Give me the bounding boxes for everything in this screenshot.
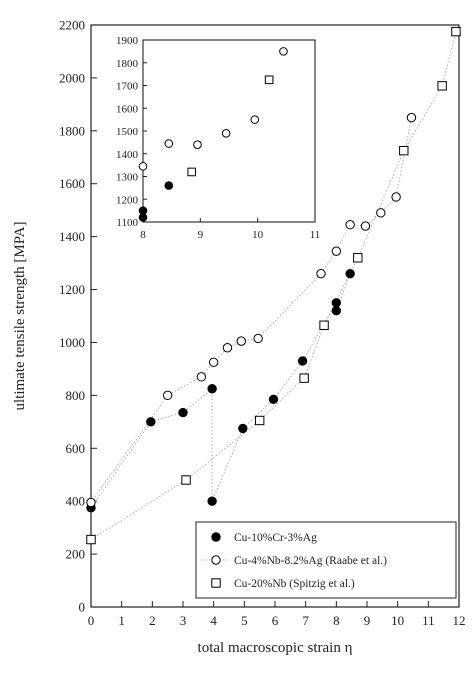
data-point-1 bbox=[253, 333, 263, 344]
data-point-2 bbox=[353, 253, 363, 263]
inset-data-point-2 bbox=[187, 167, 197, 177]
data-point-2 bbox=[319, 320, 329, 330]
legend-label: Cu-20%Nb (Spitzig et al.) bbox=[234, 578, 355, 590]
legend: Cu-10%Cr-3%Ag Cu-4%Nb-8.2%Ag (Raabe et al… bbox=[195, 521, 457, 599]
y-axis-title: ultimate tensile strength [MPA] bbox=[12, 221, 28, 410]
data-point-1 bbox=[345, 220, 355, 230]
y-tick-label: 2200 bbox=[59, 18, 85, 33]
data-point-1 bbox=[316, 268, 326, 279]
x-tick-label: 8 bbox=[333, 613, 340, 628]
data-point-0 bbox=[345, 268, 355, 279]
data-point-1 bbox=[391, 192, 401, 202]
x-axis-title: total macroscopic strain η bbox=[198, 640, 353, 656]
data-point-1 bbox=[376, 208, 386, 218]
data-point-1 bbox=[406, 112, 417, 123]
inset-y-tick-label: 1900 bbox=[116, 35, 139, 47]
data-point-0 bbox=[207, 384, 217, 394]
data-point-1 bbox=[208, 357, 219, 367]
x-tick-label: 11 bbox=[422, 613, 435, 628]
data-point-2 bbox=[181, 475, 191, 485]
y-tick-label: 800 bbox=[66, 388, 86, 403]
inset-data-point-1 bbox=[279, 47, 288, 56]
data-point-0 bbox=[268, 394, 279, 405]
x-tick-label: 12 bbox=[453, 613, 466, 628]
inset-y-tick-label: 1700 bbox=[116, 81, 139, 93]
y-tick-label: 600 bbox=[66, 441, 86, 456]
y-tick-label: 1600 bbox=[59, 176, 85, 191]
inset-y-tick-label: 1100 bbox=[116, 217, 138, 229]
series-line-2 bbox=[90, 31, 457, 540]
inset-data-point-1 bbox=[221, 128, 231, 138]
data-point-1 bbox=[86, 497, 96, 508]
y-tick-label: 200 bbox=[66, 547, 86, 562]
data-point-2 bbox=[86, 534, 96, 545]
inset-y-tick-label: 1300 bbox=[116, 172, 139, 184]
x-tick-label: 7 bbox=[302, 613, 309, 628]
x-tick-label: 2 bbox=[149, 613, 156, 628]
x-tick-label: 1 bbox=[118, 613, 125, 628]
data-point-1 bbox=[236, 336, 246, 346]
data-point-0 bbox=[331, 306, 342, 316]
data-point-2 bbox=[299, 373, 309, 383]
data-point-1 bbox=[196, 372, 207, 382]
data-point-0 bbox=[146, 417, 156, 427]
legend-marker-0 bbox=[211, 532, 221, 542]
x-tick-label: 6 bbox=[272, 613, 279, 628]
data-point-0 bbox=[297, 356, 308, 366]
inset-plot: 8 9 10 11 1100 1200 1300 1400 1500 1600 1700 1800 19… bbox=[116, 35, 320, 241]
x-tick-label: 4 bbox=[210, 613, 217, 628]
legend-label: Cu-4%Nb-8.2%Ag (Raabe et al.) bbox=[234, 555, 387, 567]
inset-y-tick-label: 1400 bbox=[116, 149, 139, 161]
y-tick-label: 1800 bbox=[59, 123, 85, 138]
data-point-2 bbox=[437, 81, 447, 91]
data-point-2 bbox=[451, 26, 461, 37]
data-point-2 bbox=[399, 145, 409, 156]
inset-y-tick-label: 1600 bbox=[116, 103, 139, 115]
inset-data-point-1 bbox=[250, 115, 260, 124]
inset-x-tick-label: 9 bbox=[198, 229, 204, 241]
inset-data-point-0 bbox=[164, 181, 174, 190]
x-tick-label: 0 bbox=[88, 613, 95, 628]
inset-x-tick-label: 10 bbox=[252, 229, 264, 241]
data-point-0 bbox=[238, 423, 248, 434]
main-plot: 0 1 2 3 4 5 6 7 8 9 10 11 12020040060080010001200140… bbox=[59, 18, 466, 629]
data-point-0 bbox=[178, 407, 188, 418]
inset-data-point-1 bbox=[164, 139, 174, 148]
inset-x-tick-label: 11 bbox=[310, 229, 321, 241]
legend-marker-2 bbox=[211, 578, 221, 588]
y-tick-label: 1200 bbox=[59, 282, 85, 297]
data-point-0 bbox=[207, 496, 217, 506]
inset-y-tick-label: 1800 bbox=[116, 58, 139, 70]
legend-marker-1 bbox=[211, 555, 221, 565]
data-point-1 bbox=[331, 246, 342, 256]
inset-y-tick-label: 1500 bbox=[116, 126, 139, 138]
y-tick-label: 1400 bbox=[59, 229, 85, 244]
data-point-2 bbox=[254, 415, 265, 426]
data-point-0 bbox=[331, 298, 342, 308]
inset-data-point-2 bbox=[264, 75, 274, 85]
x-tick-label: 9 bbox=[364, 613, 371, 628]
x-tick-label: 10 bbox=[391, 613, 404, 628]
legend-label: Cu-10%Cr-3%Ag bbox=[234, 532, 317, 544]
y-tick-label: 2000 bbox=[59, 70, 85, 85]
y-tick-label: 1000 bbox=[59, 335, 85, 350]
inset-data-point-1 bbox=[193, 140, 202, 149]
inset-x-tick-label: 8 bbox=[140, 229, 146, 241]
data-point-1 bbox=[360, 221, 371, 231]
data-point-1 bbox=[222, 343, 233, 353]
y-tick-label: 0 bbox=[79, 600, 86, 615]
inset-data-point-0 bbox=[138, 213, 148, 222]
data-point-1 bbox=[162, 390, 173, 401]
series-line-0 bbox=[90, 273, 351, 509]
legend-box bbox=[195, 521, 457, 599]
x-tick-label: 5 bbox=[241, 613, 248, 628]
y-tick-label: 400 bbox=[66, 494, 86, 509]
inset-y-tick-label: 1200 bbox=[116, 194, 139, 206]
inset-data-point-1 bbox=[138, 161, 148, 171]
x-tick-label: 3 bbox=[180, 613, 187, 628]
